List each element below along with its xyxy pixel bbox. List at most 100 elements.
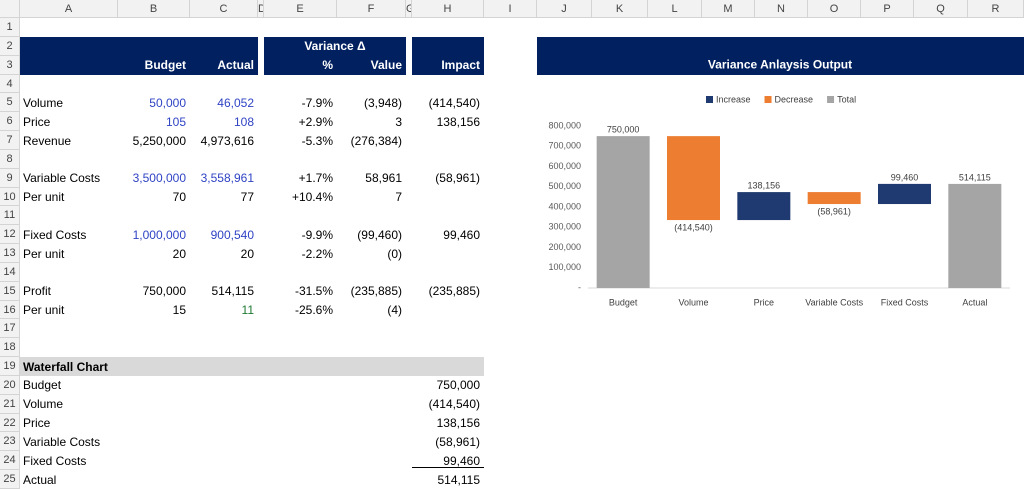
column-header: N: [755, 0, 808, 18]
legend-swatch: [706, 96, 713, 103]
row-header: 21: [0, 394, 20, 414]
cell: -7.9%: [301, 95, 333, 110]
data-label: (58,961): [817, 206, 851, 216]
cell: 50,000: [149, 95, 186, 110]
cell: (276,384): [350, 133, 402, 148]
cell: %: [322, 58, 333, 73]
cell: (414,540): [428, 95, 480, 110]
x-tick-label: Price: [754, 297, 775, 307]
cell: Revenue: [23, 133, 72, 148]
cell: Value: [370, 58, 402, 73]
x-tick-label: Variable Costs: [805, 297, 863, 307]
cell: (0): [387, 246, 402, 261]
bar: [667, 136, 720, 221]
bar: [596, 136, 650, 288]
cell: 77: [240, 190, 254, 205]
y-tick-label: 300,000: [548, 222, 581, 232]
bar: [807, 192, 861, 205]
legend-swatch: [827, 96, 835, 103]
cell: Variable Costs: [23, 434, 101, 449]
header-band: [264, 36, 406, 75]
row-header: 23: [0, 432, 20, 452]
cell: -25.6%: [294, 303, 333, 318]
cell: Actual: [23, 472, 57, 487]
cell: 15: [172, 303, 186, 318]
column-header: K: [592, 0, 648, 18]
cell: -9.9%: [301, 227, 333, 242]
cell: Per unit: [23, 303, 65, 318]
column-header: H: [412, 0, 484, 18]
bar: [878, 183, 931, 205]
row-header: 24: [0, 451, 20, 471]
legend-swatch: [764, 96, 772, 103]
cell: 99,460: [443, 453, 480, 468]
column-header: D: [258, 0, 264, 18]
data-label: 99,460: [891, 172, 919, 182]
cell: (235,885): [428, 284, 480, 299]
cell: 20: [240, 246, 254, 261]
cell: -5.3%: [301, 133, 333, 148]
row-header: 14: [0, 262, 20, 282]
y-tick-label: 200,000: [548, 242, 581, 252]
data-label: 750,000: [607, 125, 640, 135]
column-header: A: [20, 0, 118, 18]
cell: Variable Costs: [23, 171, 101, 186]
column-header: B: [118, 0, 190, 18]
row-header: 7: [0, 131, 20, 150]
column-header: Q: [914, 0, 968, 18]
cell: 514,115: [211, 284, 255, 299]
cell: 3,500,000: [132, 171, 186, 186]
cell: 750,000: [142, 284, 186, 299]
cell: Fixed Costs: [23, 453, 87, 468]
cell: Impact: [441, 58, 480, 73]
cell: 70: [172, 190, 186, 205]
total-underline: [412, 467, 484, 469]
row-header: 22: [0, 413, 20, 433]
column-header: L: [648, 0, 702, 18]
cell: -2.2%: [301, 246, 333, 261]
column-header: M: [702, 0, 755, 18]
column-header: C: [190, 0, 258, 18]
cell: 4,973,616: [200, 133, 254, 148]
cell: Price: [23, 416, 51, 431]
header-band: [20, 36, 258, 75]
cell: 750,000: [436, 378, 480, 393]
row-header: 2: [0, 36, 20, 56]
legend-label: Total: [837, 94, 856, 104]
row-header: 11: [0, 206, 20, 226]
row-header: 1: [0, 18, 20, 37]
cell: 3,558,961: [200, 171, 254, 186]
cell: Fixed Costs: [23, 227, 87, 242]
cell: 108: [233, 114, 254, 129]
row-header: 3: [0, 55, 20, 75]
row-header: 25: [0, 470, 20, 489]
cell: 7: [395, 190, 402, 205]
row-header: 17: [0, 319, 20, 339]
cell: Profit: [23, 284, 52, 299]
cell: +1.7%: [298, 171, 333, 186]
data-label: (414,540): [674, 222, 713, 232]
header-band: [412, 36, 484, 75]
cell: Volume: [23, 397, 64, 412]
cell: (4): [387, 303, 402, 318]
row-header: 16: [0, 300, 20, 320]
row-header: 13: [0, 244, 20, 263]
header-band: [537, 36, 1024, 75]
column-header: O: [808, 0, 861, 18]
row-header: 9: [0, 168, 20, 188]
cell: Per unit: [23, 190, 65, 205]
cell: 105: [165, 114, 186, 129]
cell: 58,961: [365, 171, 402, 186]
cell: (58,961): [435, 171, 480, 186]
x-tick-label: Actual: [962, 297, 987, 307]
row-header: 5: [0, 93, 20, 113]
cell: 900,540: [210, 227, 254, 242]
row-header: 8: [0, 149, 20, 169]
y-tick-label: 500,000: [548, 181, 581, 191]
x-tick-label: Budget: [609, 297, 638, 307]
corner-header: [0, 0, 20, 18]
row-header: 20: [0, 375, 20, 395]
cell: Variance Δ: [304, 39, 366, 54]
